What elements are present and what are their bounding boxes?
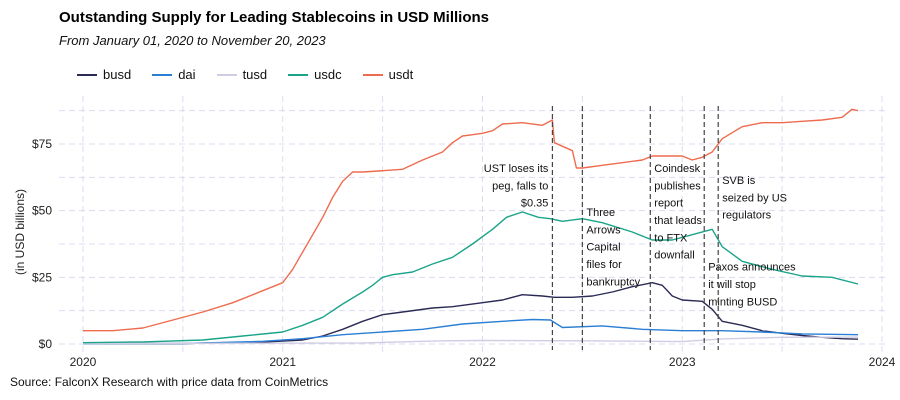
event-annotation-line: Paxos announces	[708, 262, 796, 274]
legend-item-dai: dai	[152, 67, 196, 82]
event-annotation-line: SVB is	[722, 175, 756, 187]
event-annotation-line: Capital	[586, 242, 620, 254]
x-tick-label: 2020	[70, 355, 97, 369]
event-annotation-line: peg, falls to	[492, 180, 548, 192]
legend-label: usdt	[388, 67, 414, 82]
legend-key	[77, 73, 97, 76]
x-axis-ticks: 2020 2021 2022 2023 2024	[70, 355, 896, 369]
legend-label: usdc	[314, 67, 342, 82]
event-annotation-line: $0.35	[521, 198, 549, 210]
legend-label: tusd	[242, 67, 268, 82]
legend-key	[288, 73, 309, 76]
legend-key	[152, 73, 173, 76]
y-axis-label: (in USD billions)	[13, 189, 27, 275]
event-annotation-line: Coindesk	[654, 163, 700, 175]
event-annotation-line: regulators	[722, 210, 771, 222]
series-line-busd	[82, 282, 859, 345]
event-annotation-line: that leads	[654, 215, 702, 227]
x-tick-label: 2021	[269, 355, 296, 369]
event-annotation-line: UST loses its	[484, 163, 549, 175]
x-tick-label: 2022	[469, 355, 496, 369]
y-tick-label: $25	[32, 270, 52, 284]
legend-key	[362, 73, 383, 76]
series-lines	[82, 108, 859, 345]
event-annotation-line: bankruptcy	[586, 276, 640, 288]
x-tick-label: 2024	[869, 355, 896, 369]
event-annotation-line: seized by US	[722, 192, 787, 204]
event-annotation-line: files for	[586, 259, 622, 271]
event-annotation-line: Arrows	[586, 224, 621, 236]
chart-title: Outstanding Supply for Leading Stablecoi…	[59, 9, 490, 26]
series-line-usdt	[83, 108, 859, 332]
event-annotation-line: Three	[586, 207, 615, 219]
y-tick-label: $75	[32, 137, 52, 151]
legend-item-usdc: usdc	[288, 67, 342, 82]
event-annotation-line: report	[654, 198, 683, 210]
event-annotation-line: downfall	[654, 250, 694, 262]
legend-label: dai	[178, 67, 196, 82]
chart-subtitle: From January 01, 2020 to November 20, 20…	[59, 33, 326, 48]
legend-item-busd: busd	[77, 67, 131, 82]
legend-item-tusd: tusd	[216, 67, 268, 82]
legend-key	[216, 73, 237, 76]
event-annotation-line: publishes	[654, 180, 701, 192]
legend: busd dai tusd usdc usdt	[77, 67, 434, 82]
y-tick-label: $0	[39, 337, 53, 351]
source-note: Source: FalconX Research with price data…	[10, 375, 329, 389]
y-axis-ticks: $0 $25 $50 $75	[32, 137, 52, 351]
series-line-dai	[82, 318, 859, 345]
legend-item-usdt: usdt	[362, 67, 414, 82]
event-annotation-line: minting BUSD	[708, 296, 777, 308]
legend-label: busd	[103, 67, 132, 82]
event-annotation-line: to FTX	[654, 232, 688, 244]
y-tick-label: $50	[32, 204, 52, 218]
series-line-tusd	[82, 336, 859, 345]
x-tick-label: 2023	[669, 355, 696, 369]
event-annotation-line: it will stop	[708, 279, 756, 291]
series-line-usdc	[82, 211, 859, 344]
event-markers: UST loses its peg, falls to $0.35 Three Arro…	[484, 106, 796, 350]
